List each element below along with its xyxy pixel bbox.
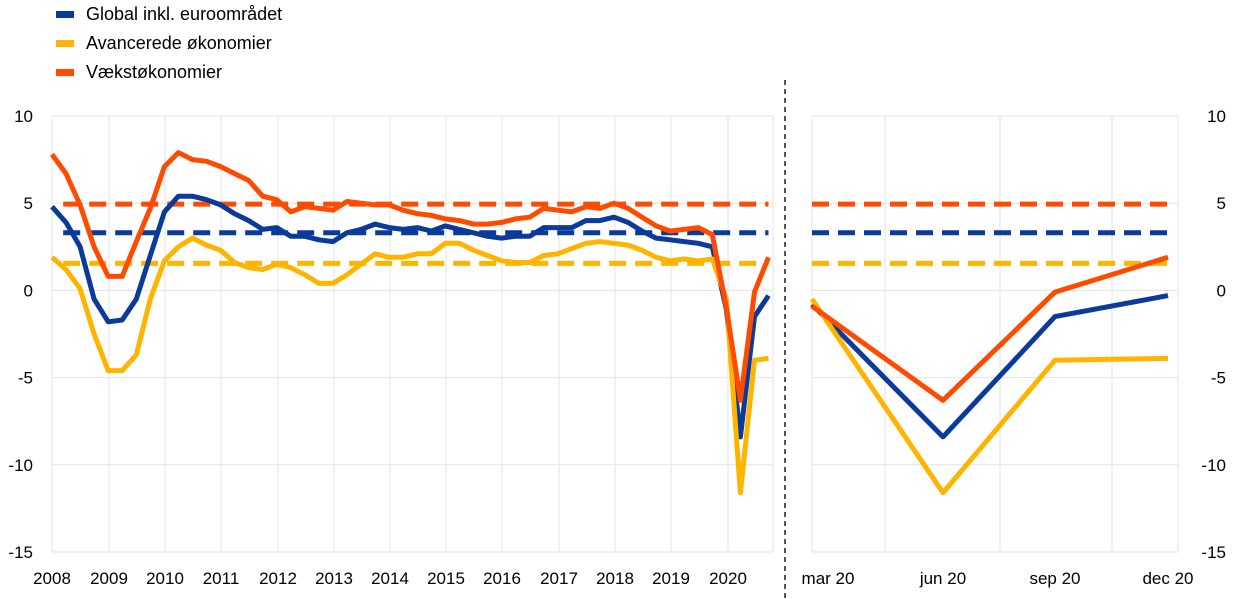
x-tick-label: jun 20	[919, 569, 966, 588]
legend-swatch-advanced	[56, 40, 74, 47]
x-tick-label: 2010	[146, 569, 184, 588]
legend-swatch-emerging	[56, 69, 74, 76]
left-x-tick-labels: 2008 2009 2010 2011 2012 2013 2014 2015 2016 2017…	[33, 569, 747, 588]
y-tick-label: 10	[1207, 107, 1226, 126]
y-tick-label: -10	[8, 456, 33, 475]
legend-label: Vækstøkonomier	[86, 62, 222, 82]
x-tick-label: 2009	[90, 569, 128, 588]
x-tick-label: 2008	[33, 569, 71, 588]
x-tick-label: dec 20	[1142, 569, 1193, 588]
y-tick-label: -5	[18, 369, 33, 388]
legend-label: Avancerede økonomier	[86, 33, 272, 53]
y-tick-label: -15	[1201, 543, 1226, 562]
y-tick-label: 0	[24, 281, 33, 300]
right-gridlines	[811, 115, 1179, 553]
x-tick-label: 2019	[652, 569, 690, 588]
x-tick-label: 2013	[315, 569, 353, 588]
x-tick-label: 2012	[259, 569, 297, 588]
x-tick-label: 2017	[540, 569, 578, 588]
y-tick-label: -10	[1201, 456, 1226, 475]
series-line-global	[810, 293, 1169, 440]
series-line-emerging	[49, 150, 771, 403]
left-panel: 10 5 0 -5 -10 -15 2008 2009 2010 2011 2012 2013 201…	[8, 107, 774, 588]
x-tick-label: 2018	[596, 569, 634, 588]
x-tick-label: 2020	[709, 569, 747, 588]
series-line-global	[50, 193, 771, 440]
series-line-advanced	[50, 235, 769, 496]
x-tick-label: 2011	[203, 569, 240, 588]
x-tick-label: 2016	[483, 569, 521, 588]
left-gridlines	[51, 115, 774, 553]
right-series	[809, 201, 1170, 496]
series-line-emerging	[810, 254, 1169, 403]
y-tick-label: 0	[1217, 281, 1226, 300]
y-tick-label: 5	[1217, 194, 1226, 213]
y-tick-label: -5	[1211, 369, 1226, 388]
left-y-tick-labels: 10 5 0 -5 -10 -15	[8, 107, 33, 562]
y-tick-label: -15	[8, 543, 33, 562]
legend-swatch-global	[56, 11, 74, 18]
legend-label: Global inkl. euroområdet	[86, 4, 282, 24]
legend: Global inkl. euroområdet Avancerede økono…	[56, 4, 282, 82]
x-tick-label: 2015	[427, 569, 465, 588]
x-tick-label: sep 20	[1029, 569, 1080, 588]
y-tick-label: 5	[24, 194, 33, 213]
right-x-tick-labels: mar 20 jun 20 sep 20 dec 20	[802, 569, 1194, 588]
x-tick-label: 2014	[371, 569, 409, 588]
right-panel: 10 5 0 -5 -10 -15 mar 20 jun 20 sep 20 dec 20	[802, 107, 1226, 588]
y-tick-label: 10	[14, 107, 33, 126]
right-y-tick-labels: 10 5 0 -5 -10 -15	[1201, 107, 1226, 562]
series-line-advanced	[809, 297, 1169, 496]
left-series	[49, 150, 771, 496]
x-tick-label: mar 20	[802, 569, 855, 588]
